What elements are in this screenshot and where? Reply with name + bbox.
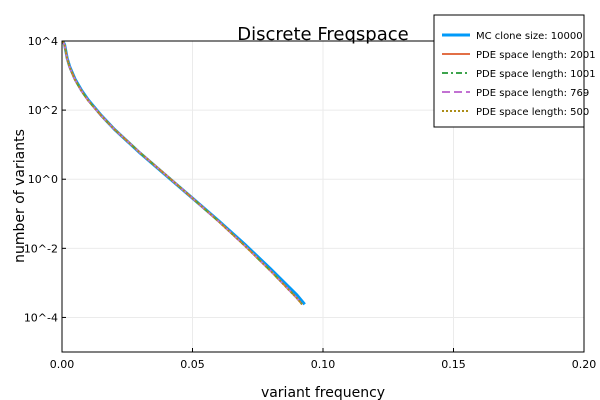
legend-label-0: MC clone size: 10000 <box>476 31 583 42</box>
chart-title: Discrete Freqspace <box>237 24 408 45</box>
legend-label-2: PDE space length: 1001 <box>476 69 596 80</box>
y-axis-label: number of variants <box>12 129 28 263</box>
series-line-0 <box>62 41 306 306</box>
y-tick-label: 10^4 <box>28 35 58 48</box>
series-lines <box>62 41 306 306</box>
x-axis-label: variant frequency <box>261 385 385 400</box>
series-line-4 <box>62 41 303 305</box>
x-tick-labels: 0.00 0.05 0.10 0.15 0.20 <box>50 348 597 371</box>
x-tick-label: 0.15 <box>441 358 466 371</box>
y-tick-label: 10^2 <box>28 104 58 117</box>
x-tick-label: 0.00 <box>50 358 75 371</box>
legend-label-3: PDE space length: 769 <box>476 88 589 99</box>
x-tick-label: 0.20 <box>572 358 597 371</box>
legend: MC clone size: 10000 PDE space length: 20… <box>433 14 596 128</box>
x-tick-label: 0.05 <box>180 358 205 371</box>
y-tick-label: 10^0 <box>28 173 58 186</box>
legend-label-1: PDE space length: 2001 <box>476 50 596 61</box>
y-tick-labels: 10^4 10^2 10^0 10^-2 10^-4 <box>24 35 66 324</box>
y-tick-label: 10^-4 <box>24 311 58 324</box>
x-tick-label: 0.10 <box>311 358 336 371</box>
y-tick-label: 10^-2 <box>24 242 58 255</box>
legend-label-4: PDE space length: 500 <box>476 107 589 118</box>
